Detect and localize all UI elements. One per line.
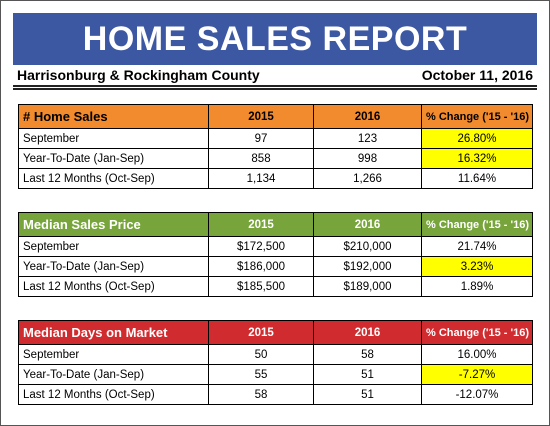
- column-header-2016: 2016: [313, 104, 422, 129]
- row-label: September: [18, 236, 209, 257]
- divider-line: [13, 85, 537, 87]
- report-title: HOME SALES REPORT: [13, 13, 537, 65]
- median-sales-price-table: Median Sales Price 2015 2016 % Change ('…: [18, 212, 533, 297]
- percent-change: 1.89%: [421, 276, 533, 297]
- value-2016: 998: [313, 148, 422, 169]
- value-2015: 55: [208, 364, 314, 385]
- column-header-2015: 2015: [208, 320, 314, 345]
- section-title: # Home Sales: [18, 104, 209, 129]
- value-2016: $189,000: [313, 276, 422, 297]
- value-2015: $172,500: [208, 236, 314, 257]
- table-row: Last 12 Months (Oct-Sep) $185,500 $189,0…: [18, 276, 533, 297]
- table-row: September 50 58 16.00%: [18, 344, 533, 365]
- percent-change: 11.64%: [421, 168, 533, 189]
- value-2015: 50: [208, 344, 314, 365]
- table-header-row: Median Days on Market 2015 2016 % Change…: [18, 320, 533, 345]
- percent-change: -7.27%: [421, 364, 533, 385]
- table-row: Year-To-Date (Jan-Sep) 55 51 -7.27%: [18, 364, 533, 385]
- value-2016: $210,000: [313, 236, 422, 257]
- table-row: September 97 123 26.80%: [18, 128, 533, 149]
- column-header-2016: 2016: [313, 320, 422, 345]
- divider-line: [13, 88, 537, 90]
- percent-change: 16.00%: [421, 344, 533, 365]
- value-2015: $186,000: [208, 256, 314, 277]
- table-row: September $172,500 $210,000 21.74%: [18, 236, 533, 257]
- value-2015: 858: [208, 148, 314, 169]
- column-header-2015: 2015: [208, 212, 314, 237]
- value-2015: 97: [208, 128, 314, 149]
- value-2016: 58: [313, 344, 422, 365]
- value-2016: $192,000: [313, 256, 422, 277]
- row-label: Year-To-Date (Jan-Sep): [18, 364, 209, 385]
- report-date: October 11, 2016: [421, 67, 533, 83]
- section-title: Median Sales Price: [18, 212, 209, 237]
- report-subheader: Harrisonburg & Rockingham County October…: [17, 66, 533, 84]
- percent-change: 26.80%: [421, 128, 533, 149]
- row-label: September: [18, 344, 209, 365]
- percent-change: 3.23%: [421, 256, 533, 277]
- table-row: Year-To-Date (Jan-Sep) $186,000 $192,000…: [18, 256, 533, 277]
- table-header-row: # Home Sales 2015 2016 % Change ('15 - '…: [18, 104, 533, 129]
- column-header-2016: 2016: [313, 212, 422, 237]
- percent-change: 21.74%: [421, 236, 533, 257]
- value-2015: 58: [208, 384, 314, 405]
- percent-change: -12.07%: [421, 384, 533, 405]
- section-title: Median Days on Market: [18, 320, 209, 345]
- column-header-2015: 2015: [208, 104, 314, 129]
- row-label: September: [18, 128, 209, 149]
- value-2015: $185,500: [208, 276, 314, 297]
- home-sales-table: # Home Sales 2015 2016 % Change ('15 - '…: [18, 104, 533, 189]
- column-header-change: % Change ('15 - '16): [421, 104, 533, 129]
- value-2016: 1,266: [313, 168, 422, 189]
- table-row: Last 12 Months (Oct-Sep) 1,134 1,266 11.…: [18, 168, 533, 189]
- region-label: Harrisonburg & Rockingham County: [17, 67, 260, 83]
- row-label: Last 12 Months (Oct-Sep): [18, 384, 209, 405]
- median-days-on-market-table: Median Days on Market 2015 2016 % Change…: [18, 320, 533, 405]
- table-row: Year-To-Date (Jan-Sep) 858 998 16.32%: [18, 148, 533, 169]
- column-header-change: % Change ('15 - '16): [421, 212, 533, 237]
- table-row: Last 12 Months (Oct-Sep) 58 51 -12.07%: [18, 384, 533, 405]
- value-2015: 1,134: [208, 168, 314, 189]
- row-label: Last 12 Months (Oct-Sep): [18, 168, 209, 189]
- row-label: Last 12 Months (Oct-Sep): [18, 276, 209, 297]
- column-header-change: % Change ('15 - '16): [421, 320, 533, 345]
- row-label: Year-To-Date (Jan-Sep): [18, 148, 209, 169]
- value-2016: 51: [313, 384, 422, 405]
- value-2016: 123: [313, 128, 422, 149]
- row-label: Year-To-Date (Jan-Sep): [18, 256, 209, 277]
- table-header-row: Median Sales Price 2015 2016 % Change ('…: [18, 212, 533, 237]
- value-2016: 51: [313, 364, 422, 385]
- percent-change: 16.32%: [421, 148, 533, 169]
